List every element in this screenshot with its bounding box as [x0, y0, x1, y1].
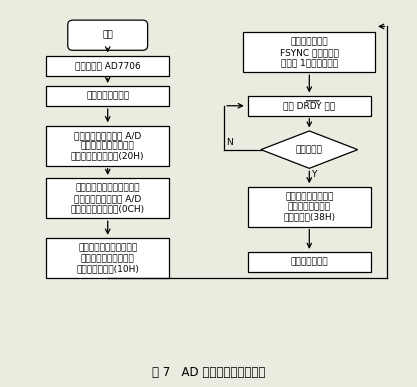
- Text: N: N: [226, 138, 232, 147]
- Text: 图 7   AD 数据采集程序流程图: 图 7 AD 数据采集程序流程图: [152, 365, 265, 378]
- FancyBboxPatch shape: [244, 33, 375, 72]
- Text: 开始: 开始: [102, 31, 113, 40]
- Text: 写通信寄存器，设置
下一次操作为读取
数据寄存器(38H): 写通信寄存器，设置 下一次操作为读取 数据寄存器(38H): [283, 192, 335, 222]
- Text: 写时钟寄存器，选择合适的
时钟信号并设置所选 A/D
输入通道的更新速率(0CH): 写时钟寄存器，选择合适的 时钟信号并设置所选 A/D 输入通道的更新速率(0CH…: [70, 183, 145, 213]
- Text: 查询 DRDY 引脚: 查询 DRDY 引脚: [283, 101, 335, 110]
- Text: 写通信寄存器，选择 A/D
输入通道并设置下一次
操作位写时钟寄存器(20H): 写通信寄存器，选择 A/D 输入通道并设置下一次 操作位写时钟寄存器(20H): [71, 131, 144, 161]
- FancyBboxPatch shape: [248, 252, 371, 272]
- Text: 读取数据寄存器: 读取数据寄存器: [291, 258, 328, 267]
- FancyBboxPatch shape: [248, 96, 371, 116]
- FancyBboxPatch shape: [46, 126, 169, 166]
- FancyBboxPatch shape: [248, 187, 371, 227]
- Text: 配置微控制器端口: 配置微控制器端口: [86, 92, 129, 101]
- Text: 上电初始化 AD7706: 上电初始化 AD7706: [75, 61, 141, 70]
- FancyBboxPatch shape: [46, 56, 169, 75]
- FancyBboxPatch shape: [68, 20, 148, 50]
- Text: Y: Y: [311, 170, 317, 179]
- Text: 写设置寄存器，
FSYNC 复位，写入
增益为 1、自校准方式: 写设置寄存器， FSYNC 复位，写入 增益为 1、自校准方式: [280, 38, 339, 67]
- Text: 写通信寄存器，选择输入
通道并设置下一次操作
是写置位寄存器(10H): 写通信寄存器，选择输入 通道并设置下一次操作 是写置位寄存器(10H): [76, 243, 139, 273]
- FancyBboxPatch shape: [46, 238, 169, 278]
- Polygon shape: [261, 131, 358, 168]
- FancyBboxPatch shape: [46, 178, 169, 219]
- Text: 是否为低？: 是否为低？: [296, 145, 323, 154]
- FancyBboxPatch shape: [46, 86, 169, 106]
